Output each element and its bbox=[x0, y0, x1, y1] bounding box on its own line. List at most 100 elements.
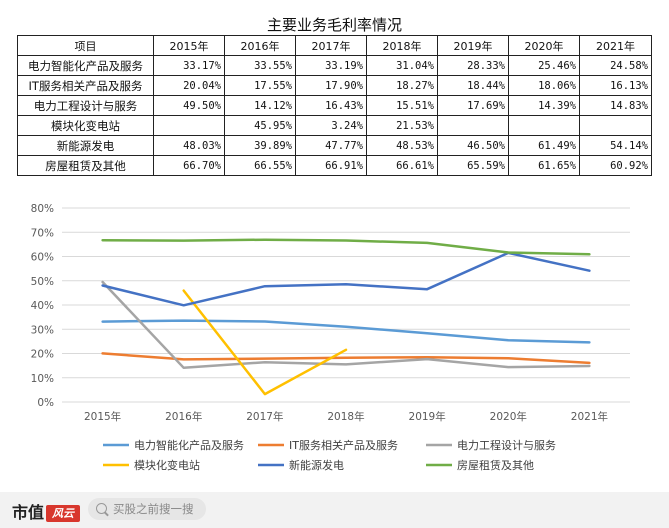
table-row-label: 新能源发电 bbox=[17, 135, 154, 156]
table-cell: 14.12% bbox=[224, 95, 296, 116]
table-cell: 66.70% bbox=[153, 155, 225, 176]
table-cell: 25.46% bbox=[508, 55, 580, 76]
table-cell: 21.53% bbox=[366, 115, 438, 136]
series-line bbox=[101, 251, 591, 307]
table-header-cell: 2015年 bbox=[153, 35, 225, 56]
series-line bbox=[182, 289, 348, 396]
table-cell: 48.53% bbox=[366, 135, 438, 156]
table-cell: 49.50% bbox=[153, 95, 225, 116]
table-cell: 54.14% bbox=[579, 135, 652, 156]
y-tick-label: 0% bbox=[37, 397, 54, 409]
table-cell: 61.65% bbox=[508, 155, 580, 176]
table-cell bbox=[508, 115, 580, 136]
table-row: 模块化变电站 45.95% 3.24% 21.53% bbox=[17, 115, 652, 136]
table-cell: 18.06% bbox=[508, 75, 580, 96]
table-cell: 66.55% bbox=[224, 155, 296, 176]
table-row: IT服务相关产品及服务 20.04% 17.55% 17.90% 18.27% 18.44… bbox=[17, 75, 652, 96]
table-cell: 14.83% bbox=[579, 95, 652, 116]
y-tick-label: 50% bbox=[31, 276, 54, 288]
table-cell: 61.49% bbox=[508, 135, 580, 156]
table-header-cell: 2019年 bbox=[437, 35, 509, 56]
search-box[interactable]: 买股之前搜一搜 bbox=[88, 498, 206, 520]
table-header-row: 项目 2015年 2016年 2017年 2018年 2019年 2020年 2021年 bbox=[17, 35, 652, 56]
table-row-label: IT服务相关产品及服务 bbox=[17, 75, 154, 96]
x-tick-label: 2020年 bbox=[490, 410, 527, 423]
line-chart: 0% 10% 20% 30% 40% 50% 60% 70% 80% 2015年 2016年 2017… bbox=[31, 203, 630, 472]
table-cell: 16.43% bbox=[295, 95, 367, 116]
series-line bbox=[101, 319, 591, 344]
table-cell: 33.19% bbox=[295, 55, 367, 76]
table-cell: 18.44% bbox=[437, 75, 509, 96]
table-cell: 20.04% bbox=[153, 75, 225, 96]
table-row-label: 模块化变电站 bbox=[17, 115, 154, 136]
legend-label: 新能源发电 bbox=[289, 458, 344, 472]
table-header-cell: 项目 bbox=[17, 35, 154, 56]
x-tick-label: 2019年 bbox=[409, 410, 446, 423]
legend-label: 电力工程设计与服务 bbox=[457, 439, 556, 452]
legend-label: 房屋租赁及其他 bbox=[457, 458, 534, 472]
table-header-cell: 2017年 bbox=[295, 35, 367, 56]
table-cell bbox=[153, 115, 225, 136]
table-header-cell: 2018年 bbox=[366, 35, 438, 56]
y-tick-label: 10% bbox=[31, 373, 54, 385]
table-row: 房屋租赁及其他 66.70% 66.55% 66.91% 66.61% 65.59% 61.… bbox=[17, 155, 652, 176]
table-cell: 46.50% bbox=[437, 135, 509, 156]
table-row: 新能源发电 48.03% 39.89% 47.77% 48.53% 46.50% 61.49… bbox=[17, 135, 652, 156]
table-cell: 28.33% bbox=[437, 55, 509, 76]
table-row-label: 电力智能化产品及服务 bbox=[17, 55, 154, 76]
table-cell: 14.39% bbox=[508, 95, 580, 116]
gross-margin-table: 项目 2015年 2016年 2017年 2018年 2019年 2020年 2021年 电力智… bbox=[17, 35, 652, 176]
table-cell: 3.24% bbox=[295, 115, 367, 136]
series-line bbox=[101, 352, 591, 365]
legend-label: 模块化变电站 bbox=[134, 458, 200, 472]
footer-bar: 市值 风云 买股之前搜一搜 bbox=[0, 492, 669, 528]
y-tick-label: 60% bbox=[31, 252, 54, 264]
y-tick-label: 40% bbox=[31, 300, 54, 312]
table-row: 电力智能化产品及服务 33.17% 33.55% 33.19% 31.04% 28.33%… bbox=[17, 55, 652, 76]
content-card: 主要业务毛利率情况 项目 2015年 2016年 2017年 2018年 2019年 202… bbox=[0, 0, 669, 492]
table-cell: 24.58% bbox=[579, 55, 652, 76]
table-cell: 17.55% bbox=[224, 75, 296, 96]
table-header-cell: 2016年 bbox=[224, 35, 296, 56]
table-cell: 66.61% bbox=[366, 155, 438, 176]
series-line bbox=[101, 238, 591, 256]
table-cell: 60.92% bbox=[579, 155, 652, 176]
search-placeholder: 买股之前搜一搜 bbox=[113, 502, 194, 516]
table-row-label: 电力工程设计与服务 bbox=[17, 95, 154, 116]
table-cell: 17.69% bbox=[437, 95, 509, 116]
x-tick-label: 2021年 bbox=[571, 410, 608, 423]
table-cell bbox=[579, 115, 652, 136]
table-cell: 65.59% bbox=[437, 155, 509, 176]
table-cell: 45.95% bbox=[224, 115, 296, 136]
brand-logo[interactable]: 市值 风云 bbox=[12, 499, 81, 523]
table-cell: 47.77% bbox=[295, 135, 367, 156]
y-tick-label: 20% bbox=[31, 349, 54, 361]
table-row: 电力工程设计与服务 49.50% 14.12% 16.43% 15.51% 17.69% 1… bbox=[17, 95, 652, 116]
legend-label: IT服务相关产品及服务 bbox=[289, 438, 398, 452]
table-cell: 31.04% bbox=[366, 55, 438, 76]
table-cell: 33.17% bbox=[153, 55, 225, 76]
table-row-label: 房屋租赁及其他 bbox=[17, 155, 154, 176]
y-tick-label: 30% bbox=[31, 324, 54, 336]
table-header-cell: 2021年 bbox=[579, 35, 652, 56]
table-header-cell: 2020年 bbox=[508, 35, 580, 56]
table-cell: 16.13% bbox=[579, 75, 652, 96]
x-tick-label: 2016年 bbox=[165, 410, 202, 423]
x-tick-label: 2015年 bbox=[84, 410, 121, 423]
legend-label: 电力智能化产品及服务 bbox=[134, 438, 244, 452]
x-tick-label: 2018年 bbox=[327, 410, 364, 423]
table-title: 主要业务毛利率情况 bbox=[266, 16, 402, 34]
table-cell: 66.91% bbox=[295, 155, 367, 176]
y-tick-label: 80% bbox=[31, 203, 54, 215]
brand-name: 市值 bbox=[12, 503, 45, 522]
x-tick-label: 2017年 bbox=[246, 410, 283, 423]
table-cell: 15.51% bbox=[366, 95, 438, 116]
table-cell: 48.03% bbox=[153, 135, 225, 156]
table-cell: 18.27% bbox=[366, 75, 438, 96]
table-cell bbox=[437, 115, 509, 136]
series-line bbox=[101, 280, 591, 370]
search-icon bbox=[96, 503, 107, 514]
table-cell: 39.89% bbox=[224, 135, 296, 156]
y-tick-label: 70% bbox=[31, 227, 54, 239]
brand-logo-mark: 风云 bbox=[46, 505, 81, 522]
